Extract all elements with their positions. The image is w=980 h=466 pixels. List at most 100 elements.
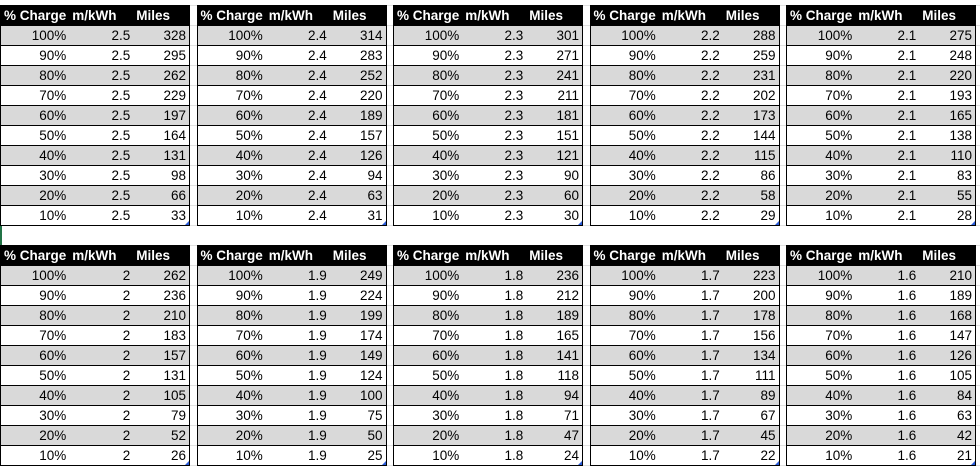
efficiency-cell[interactable]: 2.1 [855,145,920,166]
column-header[interactable]: Miles [133,245,190,266]
efficiency-cell[interactable]: 1.9 [265,345,330,366]
charge-cell[interactable]: 10% [197,205,266,226]
miles-cell[interactable]: 248 [919,45,976,66]
efficiency-cell[interactable]: 1.7 [658,385,723,406]
charge-cell[interactable]: 90% [393,45,463,66]
miles-cell[interactable]: 181 [526,105,583,126]
charge-cell[interactable]: 30% [590,165,659,186]
efficiency-cell[interactable]: 1.8 [462,305,527,326]
miles-cell[interactable]: 86 [722,165,779,186]
miles-cell[interactable]: 262 [133,265,190,286]
efficiency-cell[interactable]: 2.4 [265,185,330,206]
charge-cell[interactable]: 40% [197,385,266,406]
charge-cell[interactable]: 20% [590,425,659,446]
miles-cell[interactable]: 288 [722,25,779,46]
efficiency-cell[interactable]: 1.7 [658,325,723,346]
efficiency-cell[interactable]: 1.9 [265,265,330,286]
efficiency-cell[interactable]: 2 [69,305,134,326]
efficiency-cell[interactable]: 2.1 [855,85,920,106]
charge-cell[interactable]: 100% [393,265,463,286]
charge-cell[interactable]: 10% [0,205,70,226]
efficiency-cell[interactable]: 1.8 [462,345,527,366]
charge-cell[interactable]: 10% [590,445,659,466]
miles-cell[interactable]: 236 [133,285,190,306]
miles-cell[interactable]: 189 [919,285,976,306]
charge-cell[interactable]: 10% [786,205,856,226]
miles-cell[interactable]: 111 [722,365,779,386]
charge-cell[interactable]: 80% [590,305,659,326]
charge-cell[interactable]: 40% [590,385,659,406]
charge-cell[interactable]: 30% [786,165,856,186]
charge-cell[interactable]: 30% [197,165,266,186]
column-header[interactable]: Miles [329,245,386,266]
miles-cell[interactable]: 283 [329,45,386,66]
efficiency-cell[interactable]: 2.4 [265,165,330,186]
column-header[interactable]: Miles [919,245,976,266]
miles-cell[interactable]: 126 [919,345,976,366]
miles-cell[interactable]: 189 [329,105,386,126]
charge-cell[interactable]: 90% [197,285,266,306]
efficiency-cell[interactable]: 1.8 [462,365,527,386]
efficiency-cell[interactable]: 2.5 [69,205,134,226]
miles-cell[interactable]: 134 [722,345,779,366]
efficiency-cell[interactable]: 1.9 [265,405,330,426]
charge-cell[interactable]: 30% [393,165,463,186]
miles-cell[interactable]: 157 [329,125,386,146]
efficiency-cell[interactable]: 1.6 [855,325,920,346]
charge-cell[interactable]: 50% [393,125,463,146]
efficiency-cell[interactable]: 2.1 [855,65,920,86]
miles-cell[interactable]: 79 [133,405,190,426]
miles-cell[interactable]: 131 [133,145,190,166]
efficiency-cell[interactable]: 2 [69,325,134,346]
charge-cell[interactable]: 60% [786,345,856,366]
efficiency-cell[interactable]: 2.5 [69,185,134,206]
column-header[interactable]: Miles [722,245,779,266]
miles-cell[interactable]: 58 [722,185,779,206]
miles-cell[interactable]: 55 [919,185,976,206]
efficiency-cell[interactable]: 1.6 [855,265,920,286]
efficiency-cell[interactable]: 2 [69,425,134,446]
miles-cell[interactable]: 100 [329,385,386,406]
efficiency-cell[interactable]: 1.7 [658,425,723,446]
charge-cell[interactable]: 90% [0,285,70,306]
charge-cell[interactable]: 50% [197,365,266,386]
miles-cell[interactable]: 144 [722,125,779,146]
efficiency-cell[interactable]: 2.2 [658,25,723,46]
charge-cell[interactable]: 10% [0,445,70,466]
column-header[interactable]: m/kWh [855,245,920,266]
miles-cell[interactable]: 275 [919,25,976,46]
range-table[interactable]: % Charge m/kWh Miles 100% 1.9 249 90% 1.9 224 80%… [196,245,387,466]
column-header[interactable]: m/kWh [658,245,723,266]
efficiency-cell[interactable]: 2.4 [265,145,330,166]
miles-cell[interactable]: 24 [526,445,583,466]
miles-cell[interactable]: 141 [526,345,583,366]
miles-cell[interactable]: 42 [919,425,976,446]
range-table[interactable]: % Charge m/kWh Miles 100% 1.7 223 90% 1.7 200 80%… [589,245,780,466]
efficiency-cell[interactable]: 2.5 [69,45,134,66]
charge-cell[interactable]: 20% [393,425,463,446]
miles-cell[interactable]: 271 [526,45,583,66]
miles-cell[interactable]: 210 [133,305,190,326]
miles-cell[interactable]: 89 [722,385,779,406]
miles-cell[interactable]: 165 [526,325,583,346]
miles-cell[interactable]: 52 [133,425,190,446]
miles-cell[interactable]: 94 [526,385,583,406]
efficiency-cell[interactable]: 1.8 [462,445,527,466]
miles-cell[interactable]: 224 [329,285,386,306]
miles-cell[interactable]: 126 [329,145,386,166]
charge-cell[interactable]: 80% [393,65,463,86]
charge-cell[interactable]: 40% [590,145,659,166]
charge-cell[interactable]: 90% [197,45,266,66]
miles-cell[interactable]: 168 [919,305,976,326]
charge-cell[interactable]: 60% [0,105,70,126]
miles-cell[interactable]: 252 [329,65,386,86]
charge-cell[interactable]: 40% [393,385,463,406]
efficiency-cell[interactable]: 2.5 [69,25,134,46]
efficiency-cell[interactable]: 1.6 [855,305,920,326]
column-header[interactable]: % Charge [197,5,266,26]
efficiency-cell[interactable]: 1.8 [462,325,527,346]
miles-cell[interactable]: 138 [919,125,976,146]
miles-cell[interactable]: 94 [329,165,386,186]
charge-cell[interactable]: 100% [197,265,266,286]
efficiency-cell[interactable]: 2.4 [265,125,330,146]
